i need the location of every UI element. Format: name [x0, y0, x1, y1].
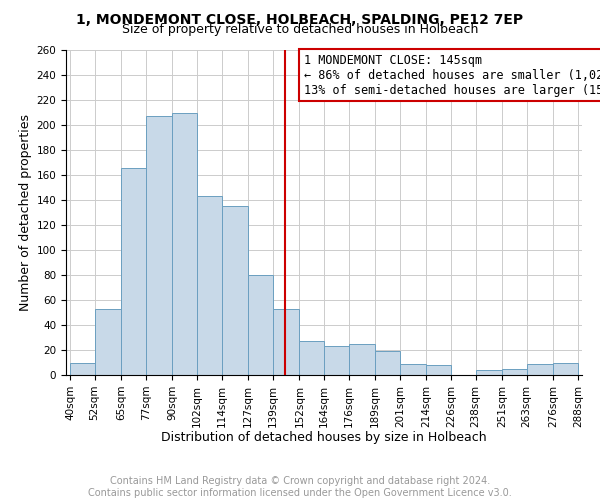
Bar — [427, 365, 451, 375]
Y-axis label: Number of detached properties: Number of detached properties — [19, 114, 32, 311]
Bar — [299, 341, 324, 375]
X-axis label: Distribution of detached houses by size in Holbeach: Distribution of detached houses by size … — [161, 431, 487, 444]
Text: Contains HM Land Registry data © Crown copyright and database right 2024.
Contai: Contains HM Land Registry data © Crown c… — [88, 476, 512, 498]
Bar — [553, 362, 578, 375]
Text: Size of property relative to detached houses in Holbeach: Size of property relative to detached ho… — [122, 22, 478, 36]
Text: 1 MONDEMONT CLOSE: 145sqm
← 86% of detached houses are smaller (1,021)
13% of se: 1 MONDEMONT CLOSE: 145sqm ← 86% of detac… — [304, 54, 600, 97]
Bar — [172, 112, 197, 375]
Bar — [70, 362, 95, 375]
Bar — [375, 351, 400, 375]
Bar — [476, 370, 502, 375]
Bar — [273, 308, 299, 375]
Bar — [324, 346, 349, 375]
Bar — [146, 116, 172, 375]
Text: 1, MONDEMONT CLOSE, HOLBEACH, SPALDING, PE12 7EP: 1, MONDEMONT CLOSE, HOLBEACH, SPALDING, … — [76, 12, 524, 26]
Bar — [221, 206, 248, 375]
Bar — [197, 196, 221, 375]
Bar — [121, 168, 146, 375]
Bar — [349, 344, 375, 375]
Bar — [95, 308, 121, 375]
Bar — [502, 369, 527, 375]
Bar — [248, 275, 273, 375]
Bar — [527, 364, 553, 375]
Bar — [400, 364, 427, 375]
